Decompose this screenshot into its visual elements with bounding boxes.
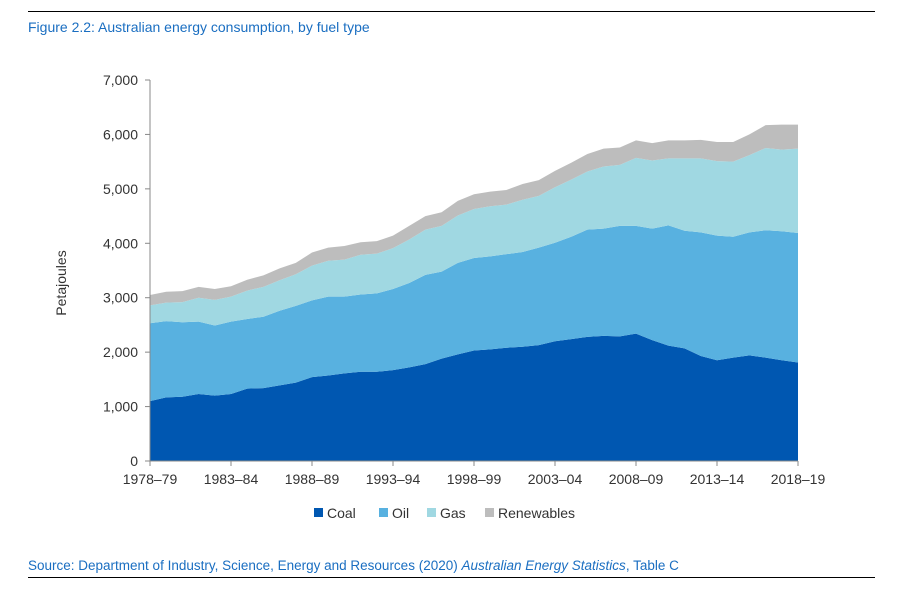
x-tick-label: 1988–89: [285, 471, 340, 487]
source-suffix: , Table C: [625, 558, 679, 573]
y-axis-label: Petajoules: [53, 250, 69, 315]
legend-swatch-renewables: [485, 508, 494, 517]
y-tick-label: 3,000: [103, 290, 138, 306]
source-publication: Australian Energy Statistics: [461, 558, 626, 573]
legend-label-oil: Oil: [392, 505, 409, 521]
legend-label-coal: Coal: [327, 505, 356, 521]
y-tick-label: 2,000: [103, 344, 138, 360]
top-rule: [28, 11, 875, 12]
area-layer: [150, 124, 798, 461]
area-renewables: [150, 124, 798, 306]
area-coal: [150, 333, 798, 461]
figure-source: Source: Department of Industry, Science,…: [28, 558, 679, 573]
x-tick-label: 1993–94: [366, 471, 421, 487]
source-prefix: Source: Department of Industry, Science,…: [28, 558, 462, 573]
x-tick-label: 1998–99: [447, 471, 502, 487]
y-tick-label: 5,000: [103, 181, 138, 197]
y-tick-label: 6,000: [103, 126, 138, 142]
area-gas: [150, 148, 798, 326]
legend-label-gas: Gas: [440, 505, 466, 521]
y-tick-label: 1,000: [103, 399, 138, 415]
area-oil: [150, 225, 798, 402]
legend: Coal Oil Gas Renewables: [314, 505, 575, 521]
y-tick-label: 0: [130, 453, 138, 469]
x-tick-label: 1978–79: [123, 471, 178, 487]
legend-swatch-oil: [379, 508, 388, 517]
x-tick-label: 2003–04: [528, 471, 583, 487]
x-tick-label: 2013–14: [690, 471, 745, 487]
x-tick-label: 2008–09: [609, 471, 664, 487]
y-tick-label: 7,000: [103, 72, 138, 88]
legend-swatch-coal: [314, 508, 323, 517]
x-tick-label: 2018–19: [771, 471, 826, 487]
figure-title: Figure 2.2: Australian energy consumptio…: [28, 19, 370, 35]
legend-swatch-gas: [427, 508, 436, 517]
y-tick-label: 4,000: [103, 235, 138, 251]
axes-layer: 0 1,000 2,000 3,000 4,000 5,000 6,000 7,000 1978…: [103, 72, 826, 487]
x-tick-label: 1983–84: [204, 471, 259, 487]
legend-label-renewables: Renewables: [498, 505, 575, 521]
bottom-rule: [28, 577, 875, 578]
